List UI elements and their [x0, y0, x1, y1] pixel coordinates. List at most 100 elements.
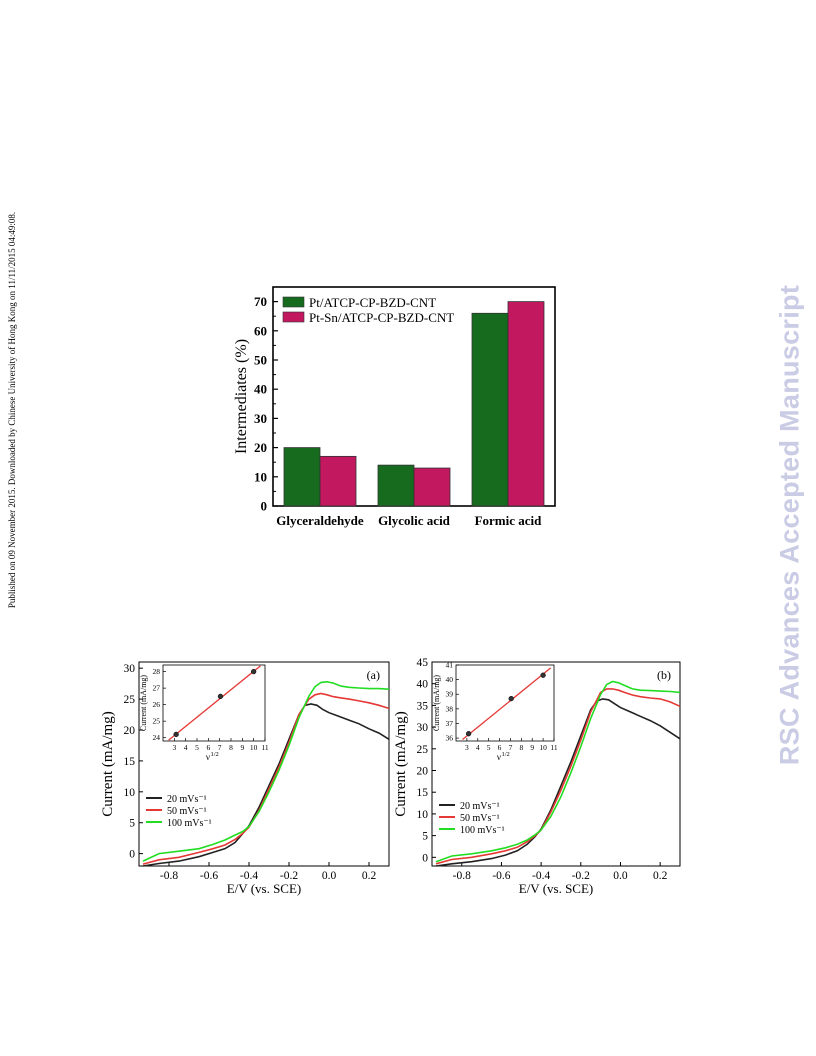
y-tick-label: 70 — [254, 294, 267, 309]
y-tick-label: 10 — [417, 809, 429, 821]
inset-x-axis-label: ν — [497, 752, 501, 762]
y-tick-label: 0 — [129, 849, 135, 861]
y-tick-label: 35 — [417, 700, 429, 712]
inset-x-tick-label: 5 — [195, 743, 199, 752]
y-tick-label: 20 — [254, 440, 267, 455]
bar — [413, 467, 451, 507]
inset-y-tick-label: 41 — [446, 661, 454, 670]
inset-x-tick-label: 3 — [172, 743, 176, 752]
plot-frame — [138, 661, 390, 867]
legend-label: Pt/ATCP-CP-BZD-CNT — [309, 295, 436, 310]
inset-data-point — [540, 672, 546, 678]
y-tick-label: 40 — [254, 382, 267, 397]
legend-label: 20 mVs⁻¹ — [460, 801, 500, 812]
y-tick-label: 50 — [254, 353, 267, 368]
y-tick-label: 20 — [417, 766, 429, 778]
y-axis-label: Current (mA/mg) — [100, 711, 116, 816]
x-tick-label: -0.8 — [453, 870, 471, 882]
bar — [319, 455, 357, 507]
y-tick-label: 30 — [417, 722, 429, 734]
inset-y-tick-label: 39 — [446, 690, 454, 699]
inset-y-tick-label: 40 — [446, 675, 454, 684]
y-tick-label: 5 — [422, 831, 428, 843]
inset-y-tick-label: 28 — [153, 667, 161, 676]
x-tick-label: 0.2 — [362, 870, 377, 882]
inset-x-tick-label: 7 — [218, 743, 222, 752]
y-tick-label: 30 — [254, 411, 267, 426]
legend-label: Pt-Sn/ATCP-CP-BZD-CNT — [309, 310, 454, 325]
inset-x-tick-label: 7 — [509, 743, 513, 752]
x-axis-label: E/V (vs. SCE) — [227, 881, 302, 896]
legend-label: 50 mVs⁻¹ — [460, 813, 500, 824]
inset-x-axis-superscript: 1/2 — [211, 751, 219, 758]
inset-y-tick-label: 26 — [153, 700, 161, 709]
legend-label: 50 mVs⁻¹ — [167, 806, 207, 817]
x-tick-label: Glyceraldehyde — [276, 513, 364, 528]
inset-data-point — [173, 731, 179, 738]
inset-y-tick-label: 24 — [153, 733, 161, 742]
inset-x-tick-label: 3 — [465, 743, 469, 752]
y-tick-label: 0 — [261, 499, 268, 514]
inset-fit-line — [462, 667, 552, 741]
panel-label: (a) — [367, 668, 380, 682]
y-tick-label: 60 — [254, 323, 267, 338]
legend-swatch — [282, 311, 305, 323]
series-line — [435, 698, 681, 867]
inset-y-tick-label: 36 — [446, 734, 454, 743]
x-tick-label: -0.4 — [532, 870, 550, 882]
plot-frame — [431, 661, 681, 867]
y-tick-label: 0 — [422, 852, 428, 864]
inset-x-tick-label: 6 — [206, 743, 210, 752]
series-line — [435, 680, 681, 863]
y-tick-label: 45 — [417, 657, 429, 669]
x-tick-label: -0.6 — [200, 870, 218, 882]
inset-x-tick-label: 6 — [498, 743, 502, 752]
inset-y-axis-label: Current (mA/mg) — [139, 675, 148, 732]
inset-y-tick-label: 37 — [446, 719, 454, 728]
inset-x-tick-label: 10 — [250, 743, 258, 752]
inset-x-tick-label: 11 — [550, 743, 557, 752]
y-tick-label: 40 — [417, 679, 429, 691]
inset-x-tick-label: 4 — [184, 743, 188, 752]
legend-label: 20 mVs⁻¹ — [167, 794, 207, 805]
y-tick-label: 10 — [254, 469, 267, 484]
y-tick-label: 5 — [129, 818, 135, 830]
x-tick-label: -0.2 — [280, 870, 298, 882]
inset-x-tick-label: 5 — [487, 743, 491, 752]
inset-y-axis-label: Current (mA/mg) — [432, 675, 441, 732]
inset-x-tick-label: 8 — [519, 743, 523, 752]
panel-label: (b) — [657, 668, 671, 682]
inset-x-tick-label: 9 — [530, 743, 534, 752]
inset-y-tick-label: 38 — [446, 704, 454, 713]
inset-x-axis-superscript: 1/2 — [502, 751, 510, 758]
bar — [377, 464, 415, 507]
y-tick-label: 15 — [124, 756, 136, 768]
series-line — [142, 680, 390, 862]
y-tick-label: 15 — [417, 787, 429, 799]
x-tick-label: -0.2 — [572, 870, 590, 882]
x-tick-label: 0.0 — [613, 870, 628, 882]
y-axis-label: Current (mA/mg) — [393, 711, 409, 816]
bar — [471, 312, 509, 507]
inset-x-tick-label: 10 — [539, 743, 547, 752]
y-tick-label: 25 — [417, 744, 429, 756]
y-tick-label: 10 — [124, 787, 136, 799]
inset-y-tick-label: 27 — [153, 684, 161, 693]
inset-data-point — [508, 695, 514, 702]
x-axis-label: E/V (vs. SCE) — [519, 881, 594, 896]
x-tick-label: -0.6 — [492, 870, 510, 882]
y-tick-label: 25 — [124, 694, 136, 706]
inset-x-axis-label: ν — [206, 752, 210, 762]
legend-label: 100 mVs⁻¹ — [167, 818, 212, 829]
series-line — [435, 688, 681, 865]
x-tick-label: Formic acid — [475, 513, 543, 528]
inset-data-point — [465, 731, 472, 737]
legend-swatch — [282, 296, 305, 308]
series-line — [142, 703, 390, 867]
inset-data-point — [251, 668, 257, 675]
inset-x-tick-label: 9 — [240, 743, 244, 752]
inset-x-tick-label: 8 — [229, 743, 233, 752]
inset-frame — [455, 664, 555, 742]
